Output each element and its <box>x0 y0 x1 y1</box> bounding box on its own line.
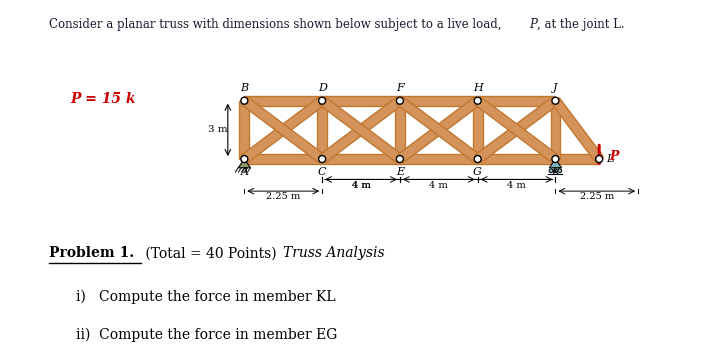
Circle shape <box>552 97 559 104</box>
Polygon shape <box>551 98 603 162</box>
Circle shape <box>241 97 248 104</box>
Polygon shape <box>400 96 478 106</box>
Text: K: K <box>551 167 559 177</box>
Text: 4 m: 4 m <box>507 181 526 190</box>
Polygon shape <box>320 97 403 163</box>
Text: 2.25 m: 2.25 m <box>580 192 614 201</box>
Circle shape <box>397 97 404 104</box>
Polygon shape <box>475 97 559 163</box>
Polygon shape <box>478 96 556 106</box>
Polygon shape <box>397 97 481 163</box>
Text: P = 15 k: P = 15 k <box>71 92 136 106</box>
Circle shape <box>474 156 481 163</box>
Text: B: B <box>240 83 248 93</box>
Circle shape <box>397 156 404 163</box>
Polygon shape <box>238 159 250 168</box>
Circle shape <box>558 169 562 172</box>
Polygon shape <box>475 97 559 163</box>
Polygon shape <box>549 159 561 168</box>
Polygon shape <box>397 97 481 163</box>
Text: , at the joint L.: , at the joint L. <box>537 18 625 31</box>
Circle shape <box>319 97 326 104</box>
Polygon shape <box>395 101 404 159</box>
Text: Truss Analysis: Truss Analysis <box>283 246 385 260</box>
Polygon shape <box>322 96 400 106</box>
Text: ii)  Compute the force in member EG: ii) Compute the force in member EG <box>76 328 338 342</box>
Text: J: J <box>553 83 558 93</box>
Text: G: G <box>473 167 482 177</box>
Polygon shape <box>322 154 400 164</box>
Text: 4 m: 4 m <box>351 181 370 190</box>
Circle shape <box>552 156 559 163</box>
Circle shape <box>241 156 248 163</box>
Text: E: E <box>396 167 404 177</box>
Text: Consider a planar truss with dimensions shown below subject to a live load,: Consider a planar truss with dimensions … <box>49 18 506 31</box>
Circle shape <box>596 156 602 163</box>
Polygon shape <box>473 101 483 159</box>
Text: 2.25 m: 2.25 m <box>266 192 300 201</box>
Text: 4 m: 4 m <box>429 181 448 190</box>
Polygon shape <box>320 97 403 163</box>
Text: L: L <box>606 153 614 164</box>
Polygon shape <box>242 97 325 163</box>
Polygon shape <box>240 101 250 159</box>
Text: P: P <box>609 150 619 163</box>
Text: A: A <box>240 167 248 177</box>
Polygon shape <box>551 101 561 159</box>
Circle shape <box>319 156 326 163</box>
Text: 3 m: 3 m <box>209 125 228 134</box>
Circle shape <box>549 169 553 172</box>
Text: F: F <box>396 83 404 93</box>
Polygon shape <box>317 101 327 159</box>
Text: D: D <box>317 83 327 93</box>
Text: C: C <box>318 167 327 177</box>
Text: i)   Compute the force in member KL: i) Compute the force in member KL <box>76 289 336 304</box>
Polygon shape <box>400 154 478 164</box>
Polygon shape <box>556 154 600 164</box>
Polygon shape <box>478 154 556 164</box>
Circle shape <box>474 97 481 104</box>
Polygon shape <box>245 96 322 106</box>
Text: 4 m: 4 m <box>351 181 370 190</box>
Polygon shape <box>245 154 322 164</box>
Text: P: P <box>529 18 537 31</box>
Circle shape <box>554 169 557 172</box>
Text: Problem 1.: Problem 1. <box>49 246 134 260</box>
Text: H: H <box>473 83 483 93</box>
Text: (Total = 40 Points): (Total = 40 Points) <box>141 246 286 260</box>
Polygon shape <box>242 97 325 163</box>
